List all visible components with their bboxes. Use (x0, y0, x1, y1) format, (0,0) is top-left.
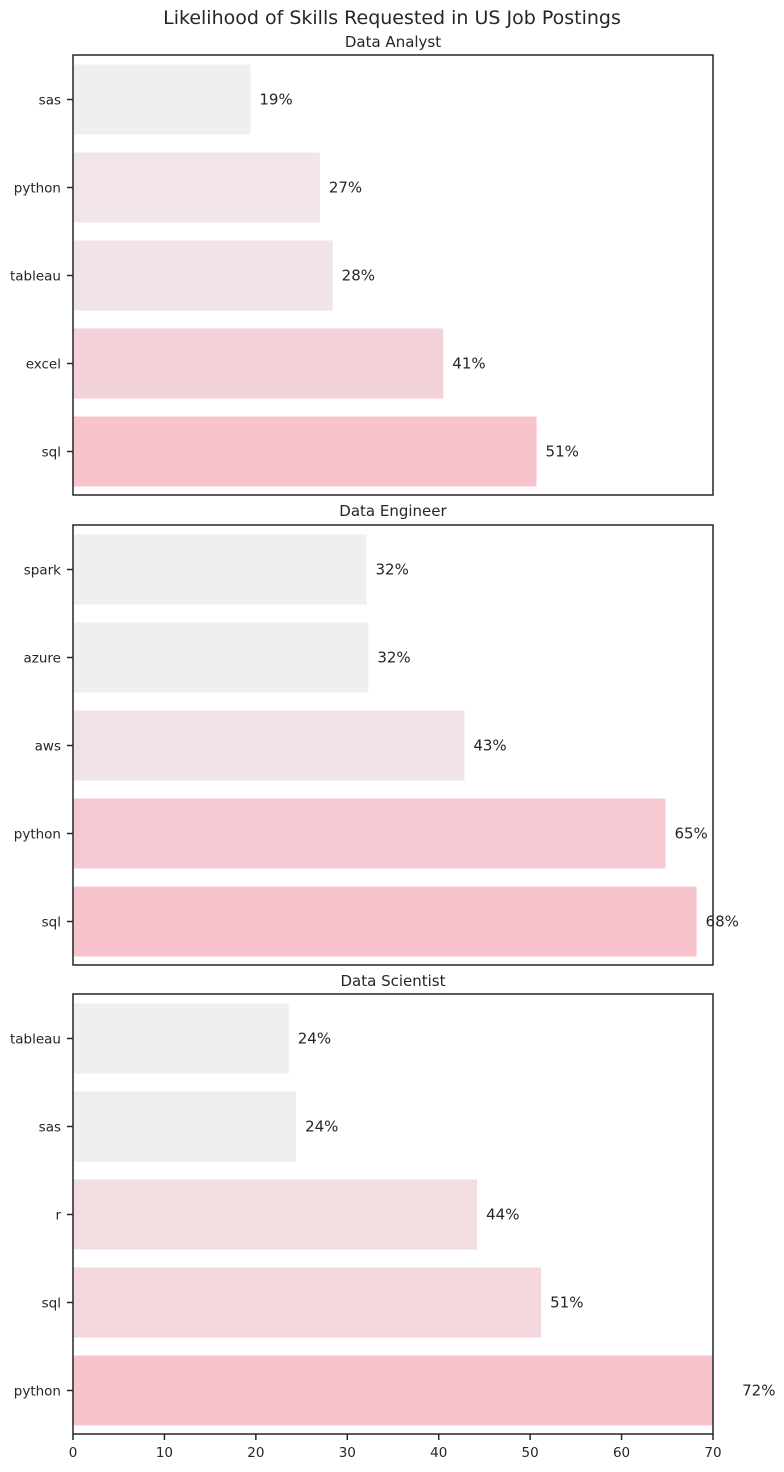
bar-aws (73, 710, 465, 781)
data-label: 43% (473, 737, 506, 755)
bar-sql (73, 886, 697, 957)
bar-excel (73, 328, 444, 399)
x-axis: 0 10 20 30 40 50 60 70 (69, 1434, 722, 1461)
plot-frame (72, 54, 714, 496)
y-tick-label: python (14, 1384, 61, 1400)
bar-tableau (73, 240, 333, 311)
y-tick-label: aws (35, 739, 61, 755)
data-label: 51% (550, 1294, 583, 1312)
panel-title: Data Engineer (339, 502, 447, 520)
data-label: 27% (329, 179, 362, 197)
x-tick-label: 0 (69, 1445, 78, 1461)
chart-title: Likelihood of Skills Requested in US Job… (163, 7, 621, 29)
bar-sql (73, 1267, 542, 1338)
x-tick-label: 50 (522, 1445, 539, 1461)
x-tick-label: 10 (156, 1445, 173, 1461)
panel-data-scientist: Data Scientist tableau 24% sas 24% r 44% sql 51… (10, 972, 775, 1435)
y-tick-label: azure (24, 651, 61, 667)
y-tick-label: sql (42, 1296, 61, 1312)
bar-sql (73, 416, 537, 487)
bar-tableau (73, 1003, 289, 1074)
bar-spark (73, 534, 367, 605)
y-tick-label: tableau (10, 269, 61, 285)
y-tick-label: python (14, 181, 61, 197)
x-tick-label: 40 (430, 1445, 447, 1461)
data-label: 24% (305, 1118, 338, 1136)
bar-azure (73, 622, 369, 693)
bar-python (73, 1355, 713, 1426)
bar-sas (73, 64, 251, 135)
y-tick-label: sql (42, 915, 61, 931)
y-tick-label: tableau (10, 1032, 61, 1048)
y-tick-label: python (14, 827, 61, 843)
y-tick-label: sql (42, 445, 61, 461)
y-tick-label: r (55, 1208, 61, 1224)
y-tick-label: spark (24, 563, 61, 579)
bar-python (73, 152, 320, 223)
data-label: 65% (674, 825, 707, 843)
data-label: 19% (259, 91, 292, 109)
panel-title: Data Analyst (345, 33, 441, 51)
panel-data-analyst: Data Analyst sas 19% python 27% tableau 28% ex… (10, 33, 714, 496)
data-label: 44% (486, 1206, 519, 1224)
y-tick-label: sas (39, 1120, 61, 1136)
x-tick-label: 30 (339, 1445, 356, 1461)
x-tick-label: 20 (247, 1445, 264, 1461)
bar-r (73, 1179, 478, 1250)
panel-title: Data Scientist (341, 972, 446, 990)
data-label: 41% (452, 355, 485, 373)
data-label: 68% (706, 913, 739, 931)
data-label: 32% (375, 561, 408, 579)
y-tick-label: sas (39, 93, 61, 109)
data-label: 51% (546, 443, 579, 461)
x-tick-label: 70 (704, 1445, 721, 1461)
data-label: 72% (742, 1382, 775, 1400)
plot-frame (72, 993, 714, 1435)
data-label: 32% (377, 649, 410, 667)
bar-sas (73, 1091, 297, 1162)
y-tick-label: excel (26, 357, 61, 373)
data-label: 24% (298, 1030, 331, 1048)
bar-python (73, 798, 666, 869)
x-tick-label: 60 (613, 1445, 630, 1461)
plot-frame (72, 524, 714, 966)
data-label: 28% (342, 267, 375, 285)
panel-data-engineer: Data Engineer spark 32% azure 32% aws 43% pyth… (14, 502, 739, 966)
